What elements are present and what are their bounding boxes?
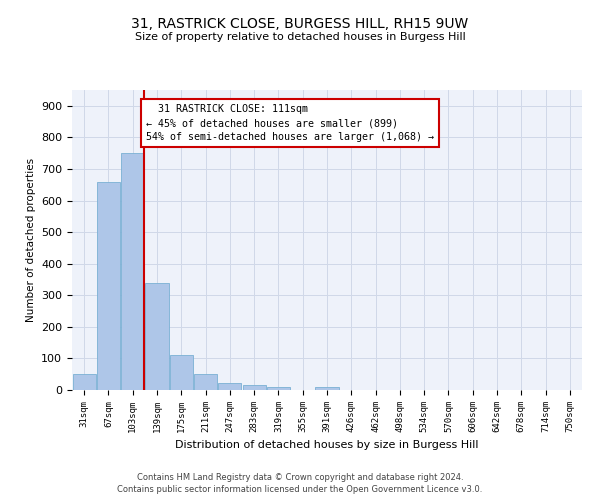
Text: Contains HM Land Registry data © Crown copyright and database right 2024.: Contains HM Land Registry data © Crown c… bbox=[137, 472, 463, 482]
Bar bbox=[97, 182, 120, 390]
Bar bbox=[145, 282, 169, 390]
Text: Contains public sector information licensed under the Open Government Licence v3: Contains public sector information licen… bbox=[118, 485, 482, 494]
Bar bbox=[267, 387, 290, 390]
Text: Size of property relative to detached houses in Burgess Hill: Size of property relative to detached ho… bbox=[134, 32, 466, 42]
Text: 31 RASTRICK CLOSE: 111sqm
← 45% of detached houses are smaller (899)
54% of semi: 31 RASTRICK CLOSE: 111sqm ← 45% of detac… bbox=[146, 104, 434, 142]
Bar bbox=[242, 386, 266, 390]
Text: 31, RASTRICK CLOSE, BURGESS HILL, RH15 9UW: 31, RASTRICK CLOSE, BURGESS HILL, RH15 9… bbox=[131, 18, 469, 32]
X-axis label: Distribution of detached houses by size in Burgess Hill: Distribution of detached houses by size … bbox=[175, 440, 479, 450]
Bar bbox=[73, 374, 95, 390]
Bar bbox=[194, 374, 217, 390]
Bar bbox=[218, 383, 241, 390]
Bar bbox=[121, 153, 144, 390]
Bar bbox=[170, 356, 193, 390]
Bar bbox=[316, 388, 338, 390]
Y-axis label: Number of detached properties: Number of detached properties bbox=[26, 158, 35, 322]
